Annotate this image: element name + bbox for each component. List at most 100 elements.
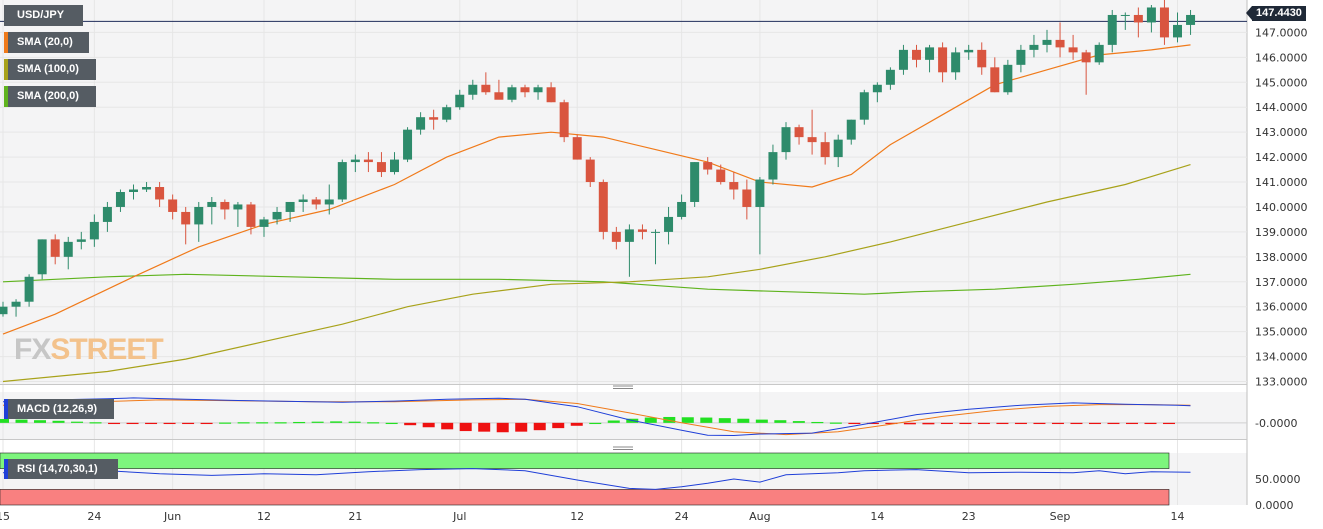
candle-body <box>259 219 269 227</box>
candle-body <box>246 204 256 227</box>
macd-histogram-bar <box>737 418 750 423</box>
resize-handle-macd[interactable] <box>613 446 633 450</box>
candle-body <box>363 159 373 163</box>
macd-histogram-bar <box>1107 422 1120 425</box>
candle <box>651 229 660 265</box>
macd-tag[interactable]: MACD (12,26,9) <box>4 399 114 419</box>
sma200-line <box>2 273 1191 295</box>
candle-body <box>24 276 34 302</box>
macd-histogram-bar <box>274 422 287 424</box>
candle-body <box>964 49 974 53</box>
sma200-tag[interactable]: SMA (200,0) <box>4 86 96 107</box>
sma100-swatch <box>4 59 8 80</box>
rsi-tag[interactable]: RSI (14,70,30,1) <box>4 459 118 479</box>
macd-histogram-bar <box>1125 422 1138 425</box>
candle <box>820 132 830 165</box>
candle-body <box>990 67 1000 93</box>
candle-body <box>533 87 543 93</box>
macd-histogram-bar <box>959 422 972 425</box>
candle <box>494 79 504 100</box>
macd-histogram-bar <box>774 420 787 423</box>
candle <box>768 144 778 185</box>
candle <box>1107 9 1117 53</box>
macd-histogram-bar <box>237 422 250 424</box>
candle-body <box>442 107 452 120</box>
candle-body <box>468 84 478 95</box>
candle-body <box>716 169 726 183</box>
candle <box>885 67 895 90</box>
candle <box>507 84 517 103</box>
candle <box>181 206 191 245</box>
macd-histogram-bar <box>1014 422 1027 425</box>
candle-body <box>155 187 165 200</box>
candle <box>925 44 935 73</box>
y-tick-label: 146.0000 <box>1255 51 1308 64</box>
macd-histogram-bar <box>163 422 176 425</box>
macd-histogram-bar <box>681 417 694 423</box>
macd-histogram-bar <box>385 422 398 425</box>
panel-separators[interactable] <box>0 384 1247 450</box>
candle-body <box>1186 14 1196 25</box>
candle <box>598 179 608 240</box>
candle <box>429 109 439 130</box>
candle-body <box>337 162 347 200</box>
candle <box>442 104 452 123</box>
candle-body <box>977 49 987 68</box>
candle-body <box>781 127 791 153</box>
rsi-tick-label: 50.0000 <box>1255 473 1301 486</box>
x-tick-label: 24 <box>87 510 101 523</box>
candle <box>455 89 465 110</box>
candle <box>690 162 700 207</box>
macd-histogram-bar <box>811 421 824 424</box>
macd-histogram-bar <box>977 422 990 425</box>
candle <box>259 216 269 237</box>
candle-body <box>611 231 621 242</box>
candle <box>63 236 73 270</box>
candle-body <box>168 199 178 212</box>
candle <box>1068 34 1078 60</box>
macd-histogram-bar <box>293 421 306 424</box>
candle <box>585 157 595 188</box>
candle <box>363 152 373 173</box>
candle <box>716 164 726 185</box>
candle <box>1055 22 1065 58</box>
candle <box>977 42 987 75</box>
candle <box>194 201 204 242</box>
candle-body <box>403 129 413 160</box>
resize-handle-main[interactable] <box>613 385 633 389</box>
x-tick-label: 14 <box>1171 510 1185 523</box>
macd-histogram-bar <box>829 422 842 424</box>
macd-line <box>2 397 1191 437</box>
candle-body <box>520 87 530 93</box>
macd-histogram-bar <box>441 422 454 430</box>
rsi-overbought-zone <box>0 452 1170 469</box>
candle-body <box>585 159 595 183</box>
candle-body <box>181 211 191 225</box>
candle-body <box>925 47 935 60</box>
candle-body <box>859 92 869 120</box>
sma100-tag[interactable]: SMA (100,0) <box>4 59 96 80</box>
symbol-tag[interactable]: USD/JPY <box>4 5 83 26</box>
candle-body <box>129 189 138 192</box>
candle <box>311 196 321 210</box>
macd-histogram-bar <box>404 422 417 426</box>
candle-body <box>507 87 517 100</box>
rsi-tick-label: 0.0000 <box>1255 499 1294 512</box>
candle <box>1146 4 1156 33</box>
candle <box>1029 34 1039 58</box>
candle <box>24 274 34 307</box>
sma20-tag[interactable]: SMA (20,0) <box>4 32 89 53</box>
candle <box>742 179 752 220</box>
candle-body <box>1016 49 1026 65</box>
candle <box>168 194 178 220</box>
candle <box>50 234 60 265</box>
sma200-swatch <box>4 86 8 107</box>
candle-body <box>115 192 125 207</box>
macd-histogram-bar <box>1051 422 1064 425</box>
candle <box>1003 59 1013 95</box>
candle <box>859 89 869 125</box>
macd-histogram-bar <box>755 419 768 423</box>
candle <box>1016 44 1026 73</box>
y-tick-label: 141.0000 <box>1255 176 1308 189</box>
